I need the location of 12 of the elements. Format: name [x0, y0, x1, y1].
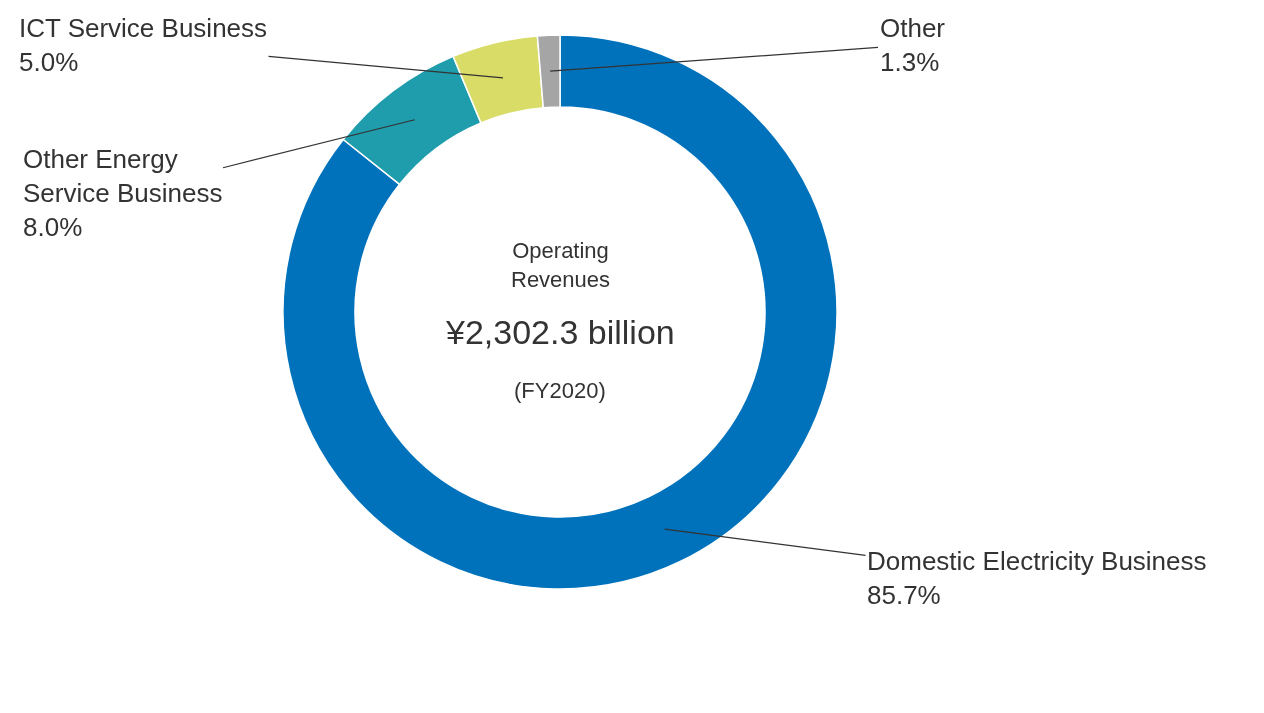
data-label: 8.0%: [23, 211, 83, 242]
slice-label: ICT Service Business: [19, 13, 268, 43]
data-label: 5.0%: [19, 46, 79, 77]
text: Operating Revenues: [511, 238, 611, 292]
data-label: 85.7%: [867, 579, 941, 610]
text: ¥2,302.3 billion: [445, 313, 675, 351]
data-label: 1.3%: [880, 46, 940, 77]
donut-slice: [282, 34, 838, 590]
slice-label: Domestic Electricity Business: [867, 546, 1207, 576]
slice-label: Other: [880, 13, 946, 43]
slice-label: Other Energy Service Business: [23, 144, 223, 208]
text: (FY2020): [514, 378, 606, 403]
